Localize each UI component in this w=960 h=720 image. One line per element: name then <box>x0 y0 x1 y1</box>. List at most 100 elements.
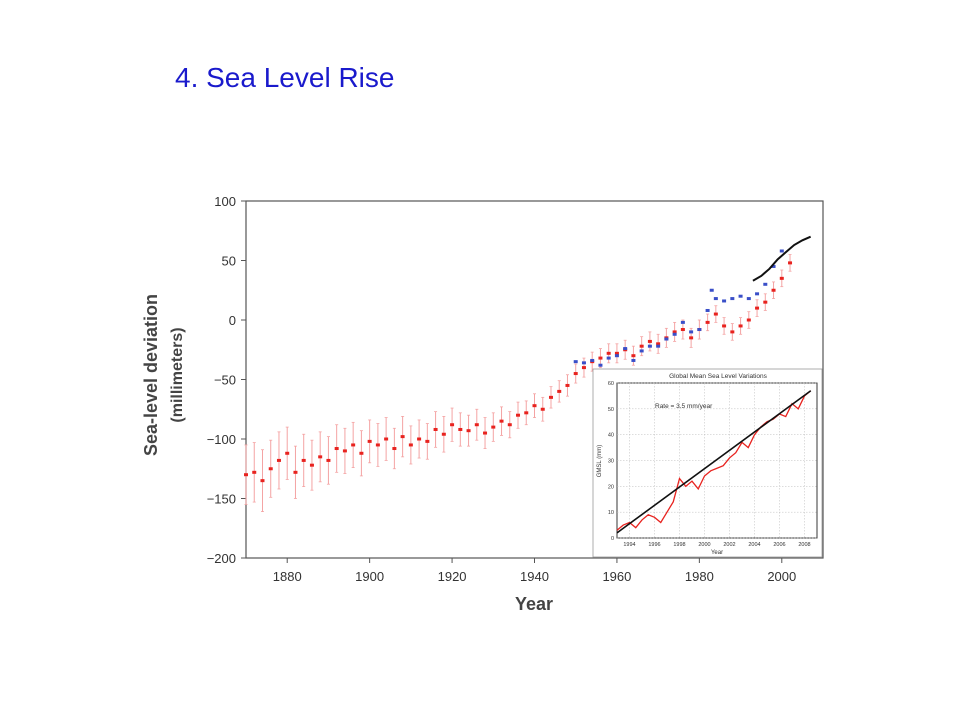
data-point <box>755 306 760 310</box>
data-point <box>268 467 273 471</box>
data-point <box>763 282 768 286</box>
data-point <box>408 443 413 447</box>
data-point <box>713 297 718 301</box>
data-point <box>647 339 652 343</box>
data-point <box>680 328 685 332</box>
data-point <box>384 437 389 441</box>
data-point <box>697 328 702 332</box>
y-tick-label: −200 <box>207 551 236 566</box>
inset-y-tick-label: 10 <box>608 510 614 516</box>
data-point <box>400 435 405 439</box>
data-point <box>656 344 661 348</box>
data-point <box>738 324 743 328</box>
data-point <box>483 431 488 435</box>
x-tick-label: 1980 <box>685 569 714 584</box>
inset-x-tick-label: 1994 <box>623 542 635 548</box>
y-tick-label: −100 <box>207 432 236 447</box>
inset-y-tick-label: 50 <box>608 407 614 413</box>
data-point <box>722 324 727 328</box>
inset-y-tick-label: 40 <box>608 433 614 439</box>
y-tick-label: −150 <box>207 492 236 507</box>
x-axis-title: Year <box>515 594 553 614</box>
inset-annotation: Rate = 3.5 mm/year <box>655 403 713 410</box>
data-point <box>647 344 652 348</box>
data-point <box>458 427 463 431</box>
data-point <box>491 425 496 429</box>
y-axis-title: Sea-level deviation <box>141 294 161 456</box>
x-tick-label: 1960 <box>602 569 631 584</box>
inset-x-tick-label: 2004 <box>748 542 760 548</box>
data-point <box>639 344 644 348</box>
data-point <box>309 463 314 467</box>
data-point <box>709 288 714 292</box>
data-point <box>573 360 578 364</box>
inset-y-tick-label: 60 <box>608 381 614 387</box>
data-point <box>672 330 677 334</box>
inset-title: Global Mean Sea Level Variations <box>669 373 768 380</box>
data-point <box>689 330 694 334</box>
data-point <box>606 351 611 355</box>
data-point <box>532 404 537 408</box>
data-point <box>598 363 603 367</box>
data-point <box>450 423 455 427</box>
data-point <box>466 429 471 433</box>
data-point <box>285 451 290 455</box>
data-point <box>557 389 562 393</box>
data-point <box>301 458 306 462</box>
inset-x-tick-label: 2002 <box>723 542 735 548</box>
data-point <box>441 432 446 436</box>
inset-y-tick-label: 20 <box>608 484 614 490</box>
data-point <box>614 354 619 358</box>
data-point <box>746 318 751 322</box>
data-point <box>614 351 619 355</box>
data-point <box>689 336 694 340</box>
x-tick-label: 2000 <box>767 569 796 584</box>
data-point <box>375 443 380 447</box>
data-point <box>763 300 768 304</box>
data-point <box>713 312 718 316</box>
data-point <box>499 419 504 423</box>
data-point <box>326 458 331 462</box>
data-point <box>705 308 710 312</box>
y-axis-subtitle: (millimeters) <box>169 327 186 422</box>
data-point <box>334 447 339 451</box>
data-point <box>771 264 776 268</box>
inset-x-tick-label: 2000 <box>698 542 710 548</box>
data-point <box>252 470 257 474</box>
x-tick-label: 1940 <box>520 569 549 584</box>
data-point <box>623 347 628 351</box>
data-point <box>433 427 438 431</box>
data-point <box>276 458 281 462</box>
inset-x-tick-label: 2008 <box>798 542 810 548</box>
data-point <box>705 320 710 324</box>
data-point <box>664 337 669 341</box>
data-point <box>392 447 397 451</box>
data-point <box>565 383 570 387</box>
data-point <box>639 349 644 353</box>
data-point <box>367 439 372 443</box>
inset-trend-line <box>616 390 812 534</box>
data-point <box>342 449 347 453</box>
data-point <box>507 423 512 427</box>
data-point <box>244 473 248 477</box>
y-tick-label: 100 <box>214 194 236 209</box>
data-point <box>755 292 760 296</box>
slide-title: 4. Sea Level Rise <box>175 62 395 93</box>
data-point <box>359 451 364 455</box>
data-point <box>417 437 422 441</box>
data-point <box>631 354 636 358</box>
x-tick-label: 1900 <box>355 569 384 584</box>
data-point <box>730 330 735 334</box>
data-point <box>524 411 529 415</box>
data-point <box>573 372 578 376</box>
inset-x-tick-label: 2006 <box>773 542 785 548</box>
inset-x-axis-title: Year <box>711 550 723 556</box>
data-point <box>672 332 677 336</box>
data-point <box>631 358 636 362</box>
data-point <box>548 395 553 399</box>
data-point <box>516 413 521 417</box>
data-point <box>788 261 793 265</box>
y-tick-label: 50 <box>222 254 236 269</box>
inset-y-axis-title: GMSL (mm) <box>597 445 603 477</box>
x-tick-label: 1920 <box>438 569 467 584</box>
